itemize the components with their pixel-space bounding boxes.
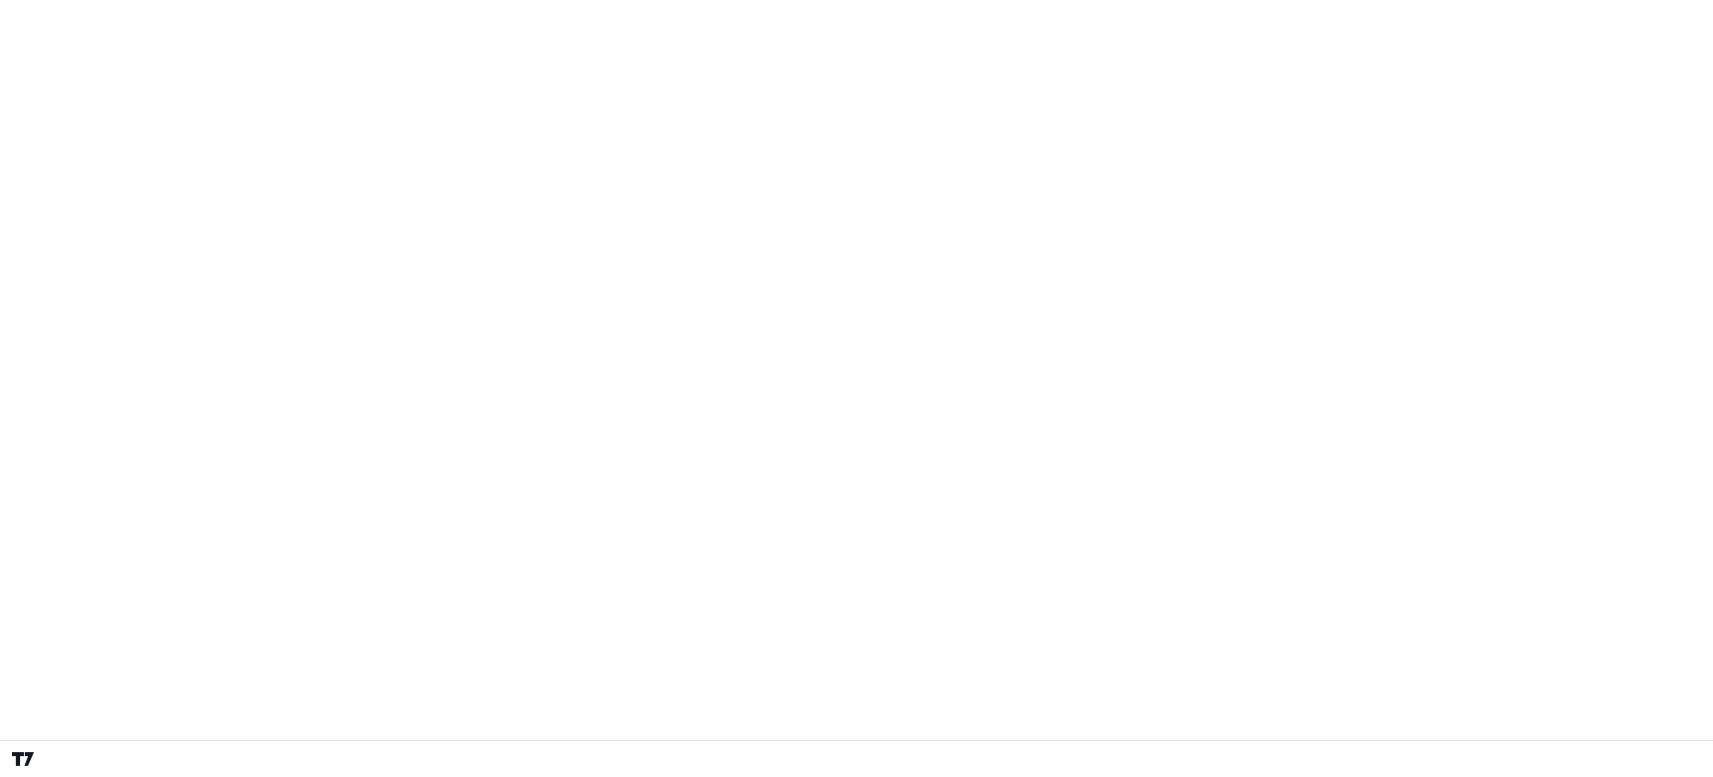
tradingview-logo-icon	[12, 752, 34, 766]
price-chart-canvas[interactable]	[0, 0, 1713, 740]
ichimoku-legend-row[interactable]	[8, 47, 53, 68]
bottom-toolbar	[0, 740, 1713, 777]
symbol-legend-row[interactable]	[8, 5, 53, 26]
tradingview-logo[interactable]	[12, 752, 41, 766]
ma-legend-row[interactable]	[8, 26, 53, 47]
indicator-legend	[8, 5, 53, 68]
